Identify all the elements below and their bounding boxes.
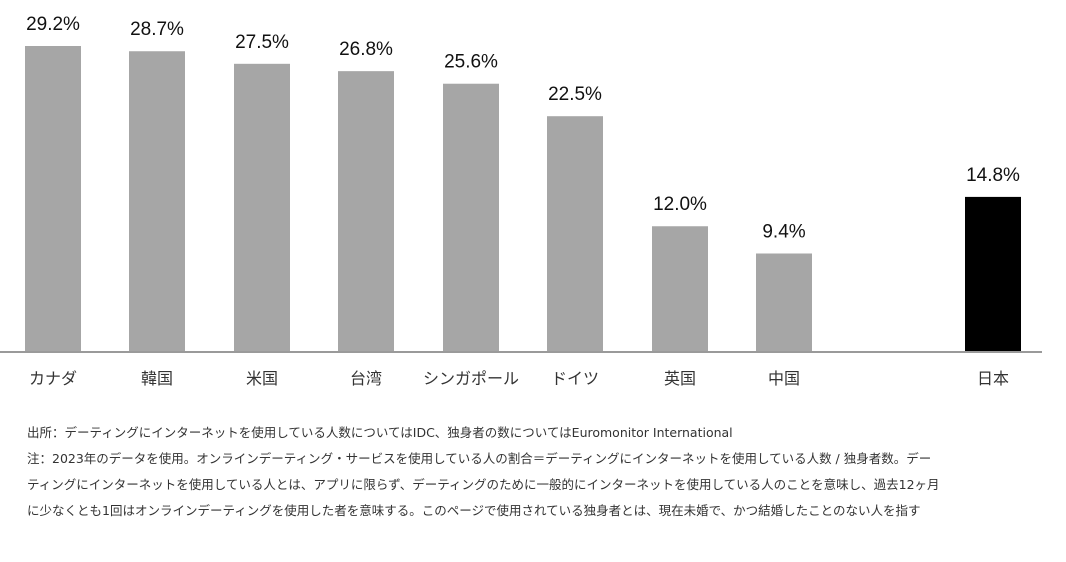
value-label-3: 27.5% [235,32,289,53]
category-labels-group: カナダ 韓国 米国 台湾 シンガポール ドイツ 英国 中国 日本 [29,369,1009,388]
value-label-6: 22.5% [548,84,602,105]
bar-5 [443,83,499,353]
value-label-8: 9.4% [762,221,805,242]
category-label-8: 中国 [768,369,800,388]
value-labels-group: 29.2% 28.7% 27.5% 26.8% 25.6% 22.5% 12.0% 9.4% 1… [26,14,1020,242]
bar-8 [756,253,812,352]
footnote-line-1: 注：2023年のデータを使用。オンラインデーティング・サービスを使用している人の… [27,451,932,466]
value-label-9: 14.8% [966,165,1020,186]
source-note: 出所：デーティングにインターネットを使用している人数についてはIDC、独身者の数… [27,425,733,440]
bar-6 [547,116,603,352]
value-label-5: 25.6% [444,52,498,73]
value-label-7: 12.0% [653,194,707,215]
value-label-1: 29.2% [26,14,80,35]
value-label-4: 26.8% [339,39,393,60]
category-label-4: 台湾 [350,369,382,388]
bar-4 [338,71,394,352]
bar-3 [234,63,290,353]
bar-9 [965,196,1021,352]
bar-1 [25,46,81,352]
category-label-3: 米国 [246,369,278,388]
bars-group [25,46,1021,353]
chart-notes: 出所：デーティングにインターネットを使用している人数についてはIDC、独身者の数… [27,420,1057,524]
bar-2 [129,51,185,353]
category-label-9: 日本 [977,369,1009,388]
bar-7 [652,226,708,352]
category-label-1: カナダ [29,369,77,388]
category-label-6: ドイツ [551,369,599,388]
value-label-2: 28.7% [130,19,184,40]
bar-chart: 29.2% 28.7% 27.5% 26.8% 25.6% 22.5% 12.0% 9.4% 1… [0,14,1042,388]
footnote-line-3: に少なくとも1回はオンラインデーティングを使用した者を意味する。このページで使用… [27,503,921,518]
category-label-7: 英国 [664,369,696,388]
category-label-5: シンガポール [423,369,519,388]
category-label-2: 韓国 [141,369,173,388]
footnote-line-2: ティングにインターネットを使用している人とは、アプリに限らず、デーティングのため… [27,477,940,492]
